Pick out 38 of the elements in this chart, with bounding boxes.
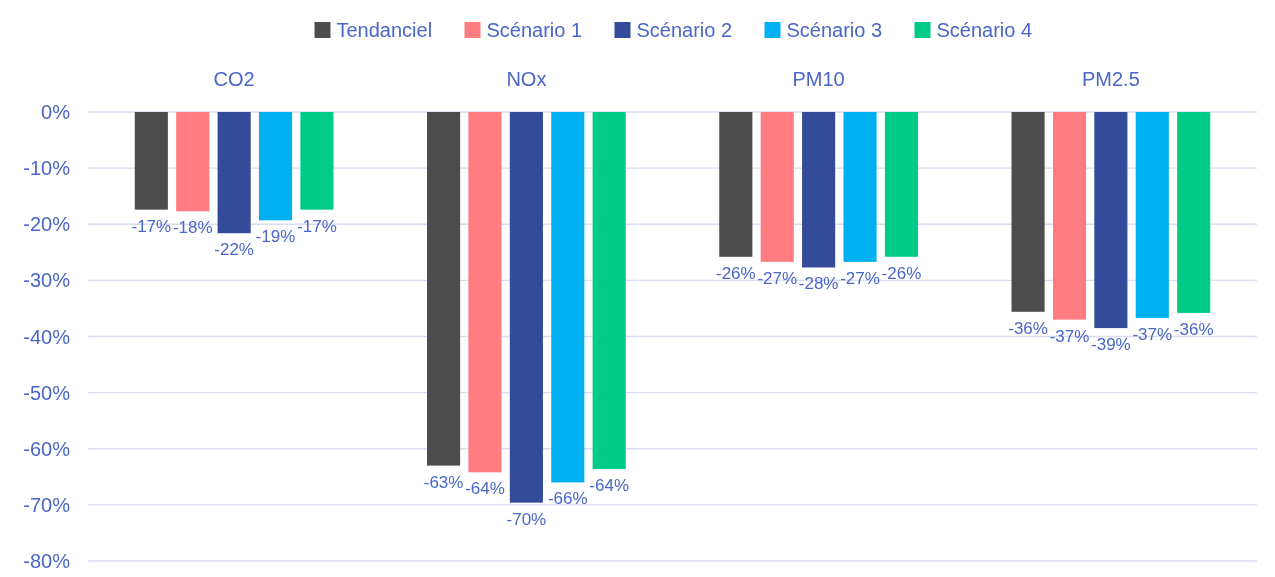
data-label: -19% xyxy=(255,227,296,247)
data-label: -64% xyxy=(465,479,505,499)
x-tick-label: NOx xyxy=(506,68,547,90)
x-tick-label: PM2.5 xyxy=(1081,68,1140,90)
legend-label: Scénario 3 xyxy=(786,19,883,41)
data-label: -37% xyxy=(1132,324,1173,344)
data-label: -37% xyxy=(1049,326,1090,346)
x-tick-label: CO2 xyxy=(213,68,255,90)
data-label: -26% xyxy=(715,263,756,283)
y-tick-label: -20% xyxy=(23,213,71,236)
y-tick-label: -10% xyxy=(23,157,71,180)
data-label: -36% xyxy=(1173,319,1214,339)
data-label: -63% xyxy=(423,472,464,492)
y-tick-label: -70% xyxy=(23,493,71,516)
legend-label: Scénario 2 xyxy=(636,19,733,41)
data-label: -66% xyxy=(547,489,588,509)
data-label: -17% xyxy=(131,216,172,236)
data-label: -27% xyxy=(840,268,880,288)
legend-label: Tendanciel xyxy=(336,19,433,41)
data-label: -17% xyxy=(297,216,337,236)
y-tick-label: 0% xyxy=(41,101,71,123)
data-label: -39% xyxy=(1091,335,1131,355)
y-tick-label: -40% xyxy=(23,325,71,348)
data-label: -28% xyxy=(798,274,839,294)
y-tick-label: -50% xyxy=(23,381,71,404)
legend-label: Scénario 1 xyxy=(486,19,583,41)
data-label: -22% xyxy=(214,240,254,260)
data-label: -26% xyxy=(881,263,922,283)
data-label: -70% xyxy=(506,509,547,529)
data-label: -36% xyxy=(1008,318,1048,338)
legend-label: Scénario 4 xyxy=(936,19,1033,41)
y-tick-label: -30% xyxy=(23,269,71,292)
x-tick-label: PM10 xyxy=(792,68,845,90)
y-tick-label: -60% xyxy=(23,437,71,460)
data-label: -27% xyxy=(757,268,798,288)
data-label: -18% xyxy=(172,218,213,238)
y-tick-label: -80% xyxy=(23,550,71,572)
data-label: -64% xyxy=(589,475,630,495)
